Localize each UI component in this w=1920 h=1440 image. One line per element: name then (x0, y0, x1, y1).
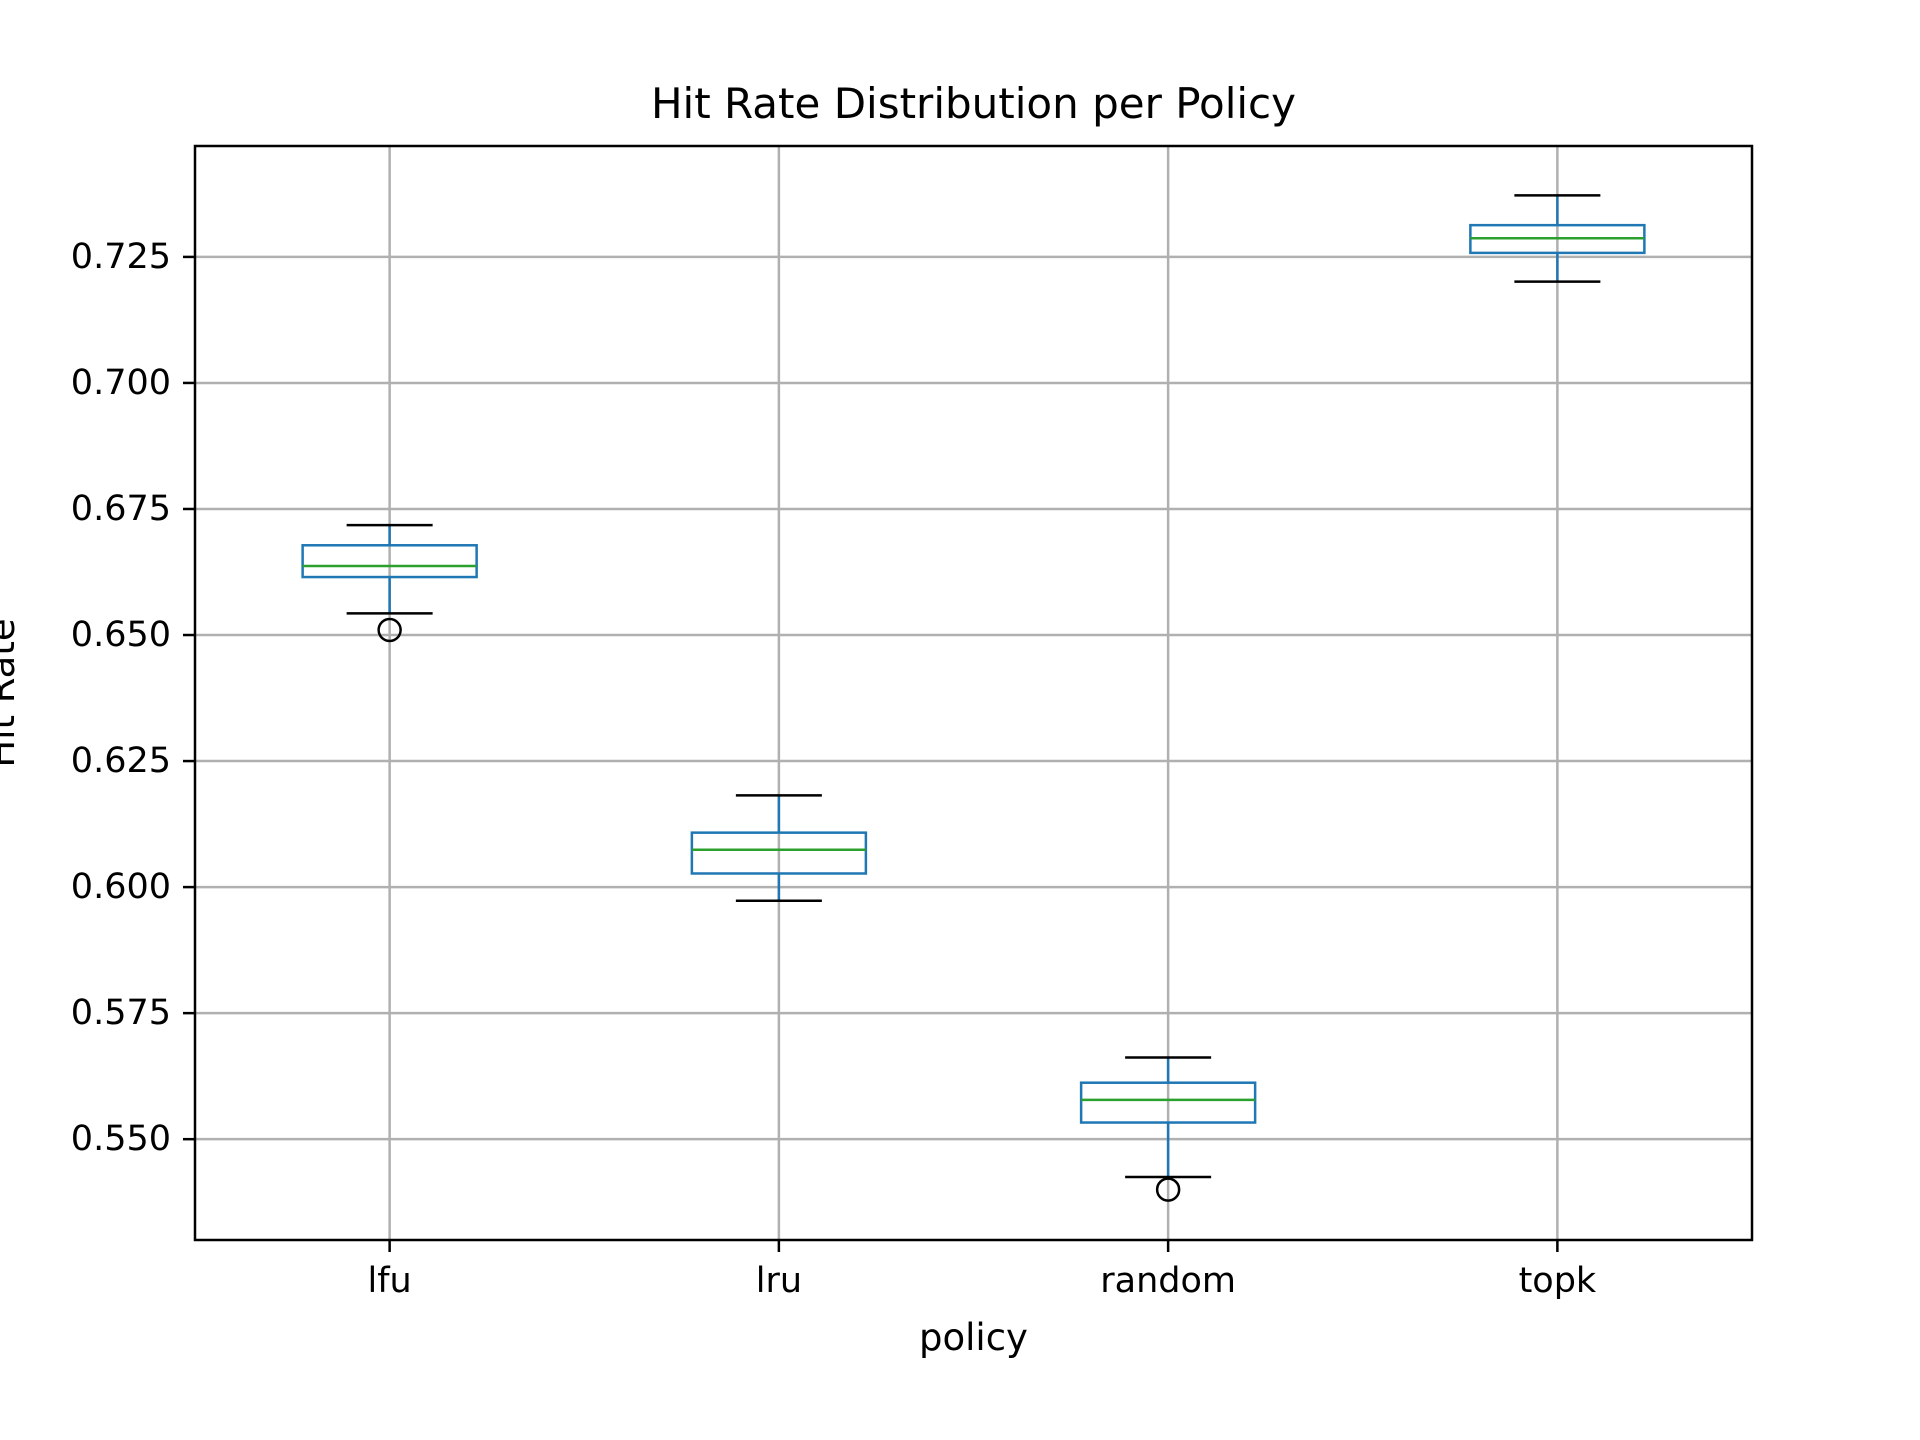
y-axis-label: Hit Rate (0, 618, 23, 767)
box-iqr (301, 544, 478, 579)
grid (195, 146, 1752, 1240)
box-topk (1469, 194, 1646, 283)
x-axis-label: policy (919, 1316, 1028, 1359)
ticks: 0.550 0.575 0.600 0.625 0.650 0.675 0.700 0.725… (71, 237, 1597, 1301)
y-tick-label: 0.725 (71, 237, 171, 277)
box-random (1079, 1056, 1257, 1202)
box-iqr (1079, 1081, 1257, 1124)
y-tick-label: 0.650 (71, 615, 171, 655)
outlier-point (1155, 1177, 1181, 1202)
y-tick-label: 0.675 (71, 489, 171, 529)
chart-title: Hit Rate Distribution per Policy (651, 79, 1296, 128)
x-tick-label: lru (756, 1261, 802, 1301)
y-tick-label: 0.625 (71, 741, 171, 781)
y-tick-label: 0.575 (71, 993, 171, 1033)
outlier-point (377, 617, 402, 643)
boxes (301, 194, 1646, 1202)
y-tick-label: 0.550 (71, 1119, 171, 1159)
y-tick-label: 0.600 (71, 867, 171, 907)
plot-frame (193, 144, 1754, 1242)
y-tick-label: 0.700 (71, 363, 171, 403)
x-tick-label: lfu (368, 1261, 412, 1301)
box-lfu (301, 523, 478, 643)
box-lru (690, 794, 868, 902)
box-iqr (690, 831, 868, 875)
x-tick-label: topk (1519, 1261, 1597, 1301)
x-tick-label: random (1100, 1261, 1236, 1301)
